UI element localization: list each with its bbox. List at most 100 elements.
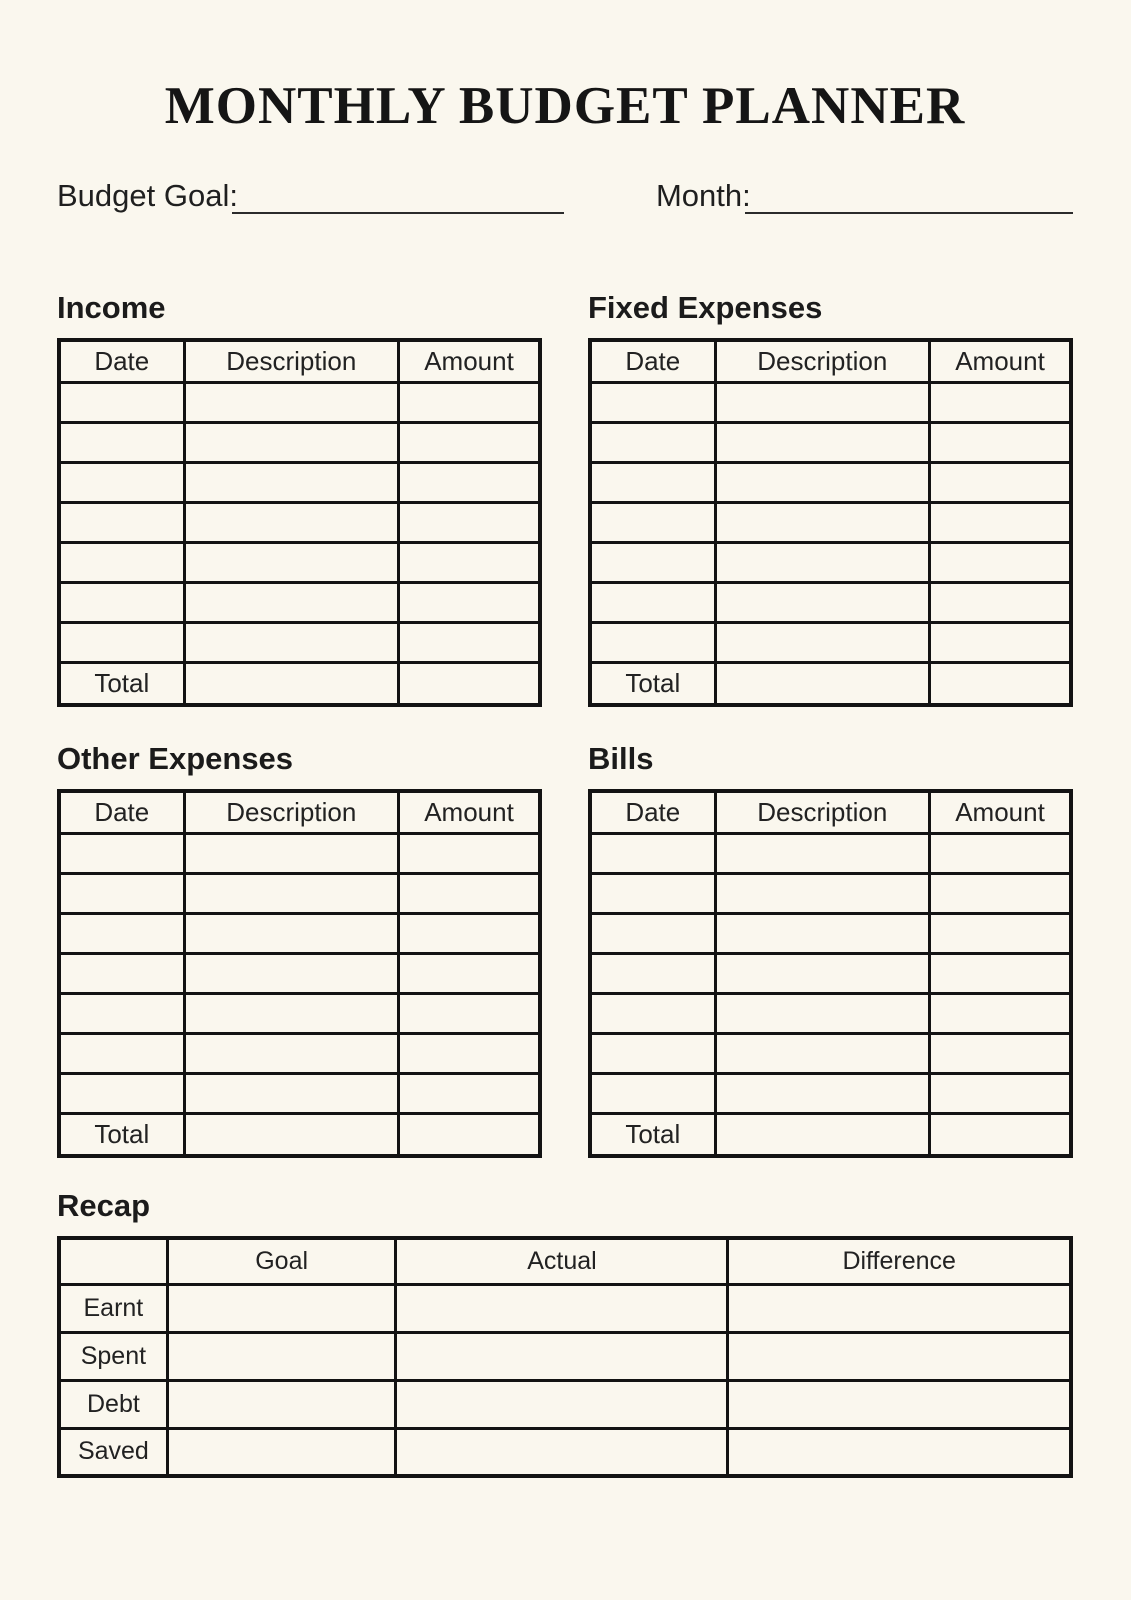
date-cell[interactable] — [57, 420, 186, 464]
budget-goal-input[interactable] — [231, 210, 564, 215]
date-cell[interactable] — [57, 620, 186, 664]
goal-cell[interactable] — [165, 1330, 398, 1382]
date-cell[interactable] — [57, 911, 186, 955]
total-amount-cell[interactable] — [928, 660, 1073, 707]
description-cell[interactable] — [713, 540, 932, 584]
date-cell[interactable] — [588, 991, 717, 1035]
amount-cell[interactable] — [928, 1071, 1073, 1115]
amount-cell[interactable] — [928, 420, 1073, 464]
description-cell[interactable] — [182, 831, 401, 875]
date-cell[interactable] — [588, 500, 717, 544]
description-cell[interactable] — [713, 871, 932, 915]
actual-cell[interactable] — [394, 1426, 730, 1478]
total-description-cell[interactable] — [182, 660, 401, 707]
date-cell[interactable] — [57, 380, 186, 424]
date-cell[interactable] — [588, 1031, 717, 1075]
description-cell[interactable] — [182, 991, 401, 1035]
description-cell[interactable] — [182, 1031, 401, 1075]
date-cell[interactable] — [57, 991, 186, 1035]
description-cell[interactable] — [713, 991, 932, 1035]
amount-cell[interactable] — [928, 540, 1073, 584]
description-cell[interactable] — [713, 380, 932, 424]
goal-cell[interactable] — [165, 1282, 398, 1334]
date-cell[interactable] — [57, 1071, 186, 1115]
description-cell[interactable] — [182, 871, 401, 915]
total-description-cell[interactable] — [713, 1111, 932, 1158]
amount-cell[interactable] — [928, 831, 1073, 875]
amount-cell[interactable] — [928, 991, 1073, 1035]
amount-cell[interactable] — [928, 871, 1073, 915]
amount-cell[interactable] — [928, 951, 1073, 995]
description-cell[interactable] — [182, 911, 401, 955]
date-cell[interactable] — [588, 420, 717, 464]
total-amount-cell[interactable] — [397, 1111, 542, 1158]
total-description-cell[interactable] — [182, 1111, 401, 1158]
description-cell[interactable] — [182, 620, 401, 664]
amount-cell[interactable] — [397, 420, 542, 464]
description-cell[interactable] — [713, 460, 932, 504]
date-cell[interactable] — [57, 871, 186, 915]
amount-cell[interactable] — [397, 871, 542, 915]
amount-cell[interactable] — [397, 620, 542, 664]
description-cell[interactable] — [182, 380, 401, 424]
date-cell[interactable] — [588, 831, 717, 875]
date-cell[interactable] — [57, 460, 186, 504]
amount-cell[interactable] — [397, 951, 542, 995]
amount-cell[interactable] — [928, 580, 1073, 624]
amount-cell[interactable] — [397, 1031, 542, 1075]
total-description-cell[interactable] — [713, 660, 932, 707]
description-cell[interactable] — [182, 951, 401, 995]
description-cell[interactable] — [713, 831, 932, 875]
description-cell[interactable] — [713, 620, 932, 664]
amount-cell[interactable] — [397, 991, 542, 1035]
goal-cell[interactable] — [165, 1426, 398, 1478]
description-cell[interactable] — [182, 540, 401, 584]
goal-cell[interactable] — [165, 1378, 398, 1430]
description-cell[interactable] — [182, 420, 401, 464]
amount-cell[interactable] — [397, 1071, 542, 1115]
date-cell[interactable] — [588, 951, 717, 995]
description-cell[interactable] — [182, 1071, 401, 1115]
amount-cell[interactable] — [397, 460, 542, 504]
amount-cell[interactable] — [397, 380, 542, 424]
date-cell[interactable] — [57, 580, 186, 624]
actual-cell[interactable] — [394, 1330, 730, 1382]
date-cell[interactable] — [57, 831, 186, 875]
amount-cell[interactable] — [928, 460, 1073, 504]
amount-cell[interactable] — [928, 1031, 1073, 1075]
description-cell[interactable] — [713, 580, 932, 624]
description-cell[interactable] — [713, 911, 932, 955]
amount-cell[interactable] — [397, 500, 542, 544]
date-cell[interactable] — [588, 1071, 717, 1115]
description-cell[interactable] — [713, 1071, 932, 1115]
date-cell[interactable] — [588, 911, 717, 955]
date-cell[interactable] — [588, 380, 717, 424]
amount-cell[interactable] — [397, 540, 542, 584]
actual-cell[interactable] — [394, 1282, 730, 1334]
total-amount-cell[interactable] — [928, 1111, 1073, 1158]
description-cell[interactable] — [182, 460, 401, 504]
amount-cell[interactable] — [928, 911, 1073, 955]
description-cell[interactable] — [713, 951, 932, 995]
date-cell[interactable] — [57, 500, 186, 544]
description-cell[interactable] — [713, 1031, 932, 1075]
amount-cell[interactable] — [928, 500, 1073, 544]
date-cell[interactable] — [588, 580, 717, 624]
date-cell[interactable] — [588, 460, 717, 504]
amount-cell[interactable] — [397, 831, 542, 875]
difference-cell[interactable] — [726, 1378, 1073, 1430]
date-cell[interactable] — [588, 620, 717, 664]
amount-cell[interactable] — [397, 911, 542, 955]
date-cell[interactable] — [57, 1031, 186, 1075]
amount-cell[interactable] — [928, 380, 1073, 424]
date-cell[interactable] — [588, 540, 717, 584]
description-cell[interactable] — [182, 580, 401, 624]
date-cell[interactable] — [57, 540, 186, 584]
date-cell[interactable] — [588, 871, 717, 915]
difference-cell[interactable] — [726, 1426, 1073, 1478]
amount-cell[interactable] — [928, 620, 1073, 664]
description-cell[interactable] — [713, 420, 932, 464]
description-cell[interactable] — [713, 500, 932, 544]
total-amount-cell[interactable] — [397, 660, 542, 707]
description-cell[interactable] — [182, 500, 401, 544]
